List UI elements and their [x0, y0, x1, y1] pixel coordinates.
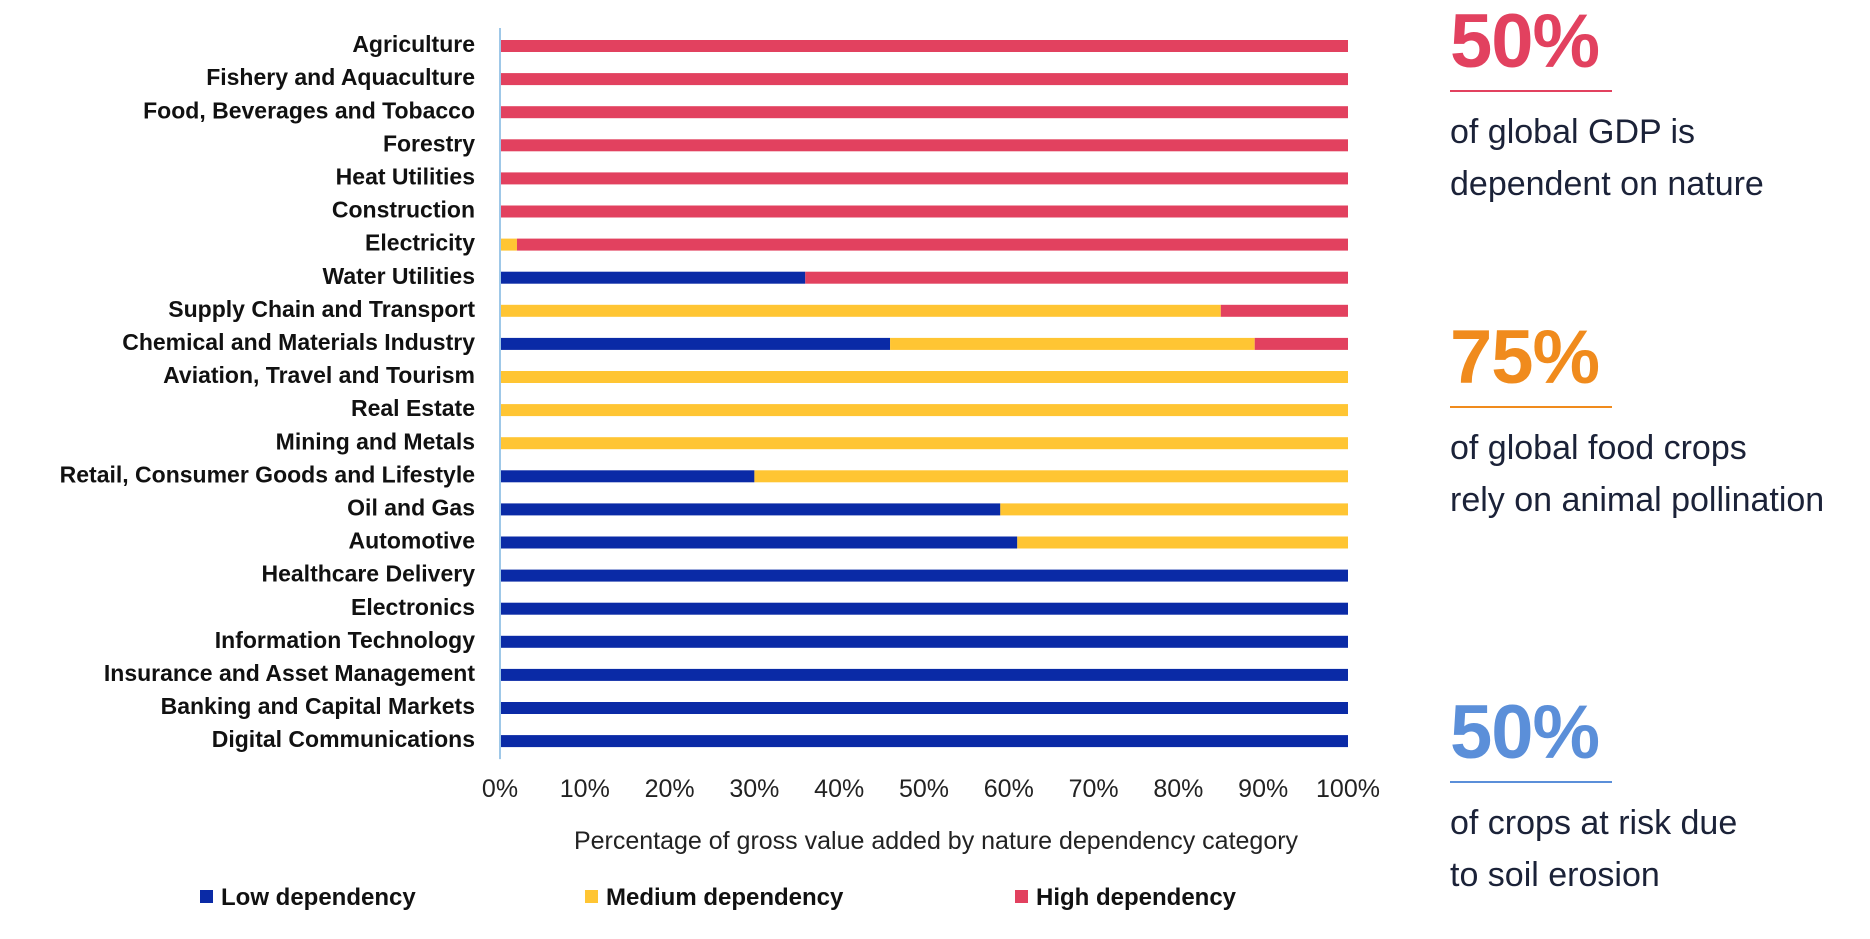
- bar-real-estate-medium-dependency: [500, 404, 1348, 417]
- bar-agriculture-high-dependency: [500, 40, 1348, 52]
- bar-oil-and-gas-medium-dependency: [1000, 503, 1348, 516]
- category-label-supply-chain-and-transport: Supply Chain and Transport: [168, 296, 475, 322]
- category-label-fishery-and-aquaculture: Fishery and Aquaculture: [206, 64, 475, 90]
- category-label-electronics: Electronics: [351, 594, 475, 620]
- stat-line: rely on animal pollination: [1450, 481, 1825, 519]
- bar-chemical-and-materials-industry-medium-dependency: [890, 337, 1255, 350]
- stat-line: of global food crops: [1450, 429, 1747, 467]
- stat-description: of global food crops rely on animal poll…: [1450, 422, 1870, 526]
- bar-retail-consumer-goods-and-lifestyle-low-dependency: [500, 470, 755, 483]
- x-axis-title: Percentage of gross value added by natur…: [574, 827, 1299, 855]
- stat-pollination: 75% of global food crops rely on animal …: [1450, 318, 1870, 526]
- legend-label-medium-dependency: Medium dependency: [606, 884, 844, 911]
- bar-forestry-high-dependency: [500, 139, 1348, 152]
- bar-heat-utilities-high-dependency: [500, 172, 1348, 185]
- bar-mining-and-metals-medium-dependency: [500, 437, 1348, 450]
- category-label-automotive: Automotive: [349, 528, 476, 554]
- category-label-agriculture: Agriculture: [352, 31, 475, 57]
- category-label-aviation-travel-and-tourism: Aviation, Travel and Tourism: [163, 362, 475, 388]
- legend-label-high-dependency: High dependency: [1036, 884, 1237, 911]
- x-tick-90-pct: 90%: [1238, 775, 1288, 803]
- stat-description: of global GDP is dependent on nature: [1450, 106, 1870, 210]
- x-tick-40-pct: 40%: [814, 775, 864, 803]
- bar-construction-high-dependency: [500, 205, 1348, 218]
- stat-gdp: 50% of global GDP is dependent on nature: [1450, 2, 1870, 210]
- legend-swatch-high-dependency: [1015, 890, 1028, 903]
- bars-layer: [500, 40, 1348, 748]
- stat-divider: [1450, 781, 1612, 783]
- bar-supply-chain-and-transport-medium-dependency: [500, 304, 1221, 317]
- stat-value: 50%: [1450, 0, 1600, 84]
- category-label-insurance-and-asset-management: Insurance and Asset Management: [104, 660, 475, 686]
- bar-chemical-and-materials-industry-low-dependency: [500, 337, 891, 350]
- x-tick-10-pct: 10%: [560, 775, 610, 803]
- category-label-healthcare-delivery: Healthcare Delivery: [261, 561, 475, 587]
- stat-soil-erosion: 50% of crops at risk due to soil erosion: [1450, 693, 1870, 901]
- category-label-banking-and-capital-markets: Banking and Capital Markets: [161, 693, 475, 719]
- bar-chemical-and-materials-industry-high-dependency: [1254, 337, 1348, 350]
- stat-description: of crops at risk due to soil erosion: [1450, 797, 1870, 901]
- x-tick-20-pct: 20%: [645, 775, 695, 803]
- legend: Low dependency Medium dependency High depe…: [200, 884, 1237, 911]
- category-label-digital-communications: Digital Communications: [212, 726, 475, 752]
- bar-fishery-and-aquaculture-high-dependency: [500, 73, 1348, 86]
- bar-automotive-medium-dependency: [1017, 536, 1348, 549]
- x-tick-50-pct: 50%: [899, 775, 949, 803]
- bar-insurance-and-asset-management-low-dependency: [500, 668, 1348, 681]
- legend-swatch-medium-dependency: [585, 890, 598, 903]
- bar-oil-and-gas-low-dependency: [500, 503, 1001, 516]
- category-label-construction: Construction: [332, 197, 475, 223]
- bar-automotive-low-dependency: [500, 536, 1018, 549]
- bar-digital-communications-low-dependency: [500, 735, 1348, 748]
- x-tick-0-pct: 0%: [482, 775, 518, 803]
- legend-label-low-dependency: Low dependency: [221, 884, 416, 911]
- category-label-information-technology: Information Technology: [215, 627, 475, 653]
- bar-banking-and-capital-markets-low-dependency: [500, 702, 1348, 714]
- bar-information-technology-low-dependency: [500, 635, 1348, 648]
- category-labels: Agriculture Fishery and Aquaculture Food, …: [60, 31, 476, 752]
- bar-supply-chain-and-transport-high-dependency: [1220, 304, 1348, 317]
- x-tick-labels: 0% 10% 20% 30% 40% 50% 60% 70% 80% 90% 100%: [482, 775, 1380, 803]
- category-label-chemical-and-materials-industry: Chemical and Materials Industry: [122, 329, 475, 355]
- bar-food-beverages-and-tobacco-high-dependency: [500, 106, 1348, 119]
- bar-water-utilities-high-dependency: [805, 271, 1348, 284]
- stat-value: 75%: [1450, 315, 1600, 400]
- bar-aviation-travel-and-tourism-medium-dependency: [500, 371, 1348, 383]
- x-tick-60-pct: 60%: [984, 775, 1034, 803]
- category-label-mining-and-metals: Mining and Metals: [276, 428, 475, 454]
- category-label-heat-utilities: Heat Utilities: [336, 163, 475, 189]
- category-label-retail-consumer-goods-and-lifestyle: Retail, Consumer Goods and Lifestyle: [60, 461, 475, 487]
- bar-healthcare-delivery-low-dependency: [500, 569, 1348, 582]
- bar-retail-consumer-goods-and-lifestyle-medium-dependency: [754, 470, 1348, 483]
- bar-water-utilities-low-dependency: [500, 271, 806, 284]
- category-label-food-beverages-and-tobacco: Food, Beverages and Tobacco: [143, 97, 475, 123]
- stat-line: to soil erosion: [1450, 856, 1660, 894]
- category-label-oil-and-gas: Oil and Gas: [347, 494, 475, 520]
- stat-line: of crops at risk due: [1450, 804, 1738, 842]
- category-label-real-estate: Real Estate: [351, 395, 475, 421]
- category-label-water-utilities: Water Utilities: [322, 263, 475, 289]
- stat-divider: [1450, 406, 1612, 408]
- bar-electronics-low-dependency: [500, 602, 1348, 615]
- x-tick-70-pct: 70%: [1069, 775, 1119, 803]
- x-tick-100-pct: 100%: [1316, 775, 1380, 803]
- legend-swatch-low-dependency: [200, 890, 213, 903]
- stat-line: of global GDP is: [1450, 113, 1696, 151]
- stat-line: dependent on nature: [1450, 165, 1764, 203]
- stats-panel: 50% of global GDP is dependent on nature…: [1450, 0, 1870, 939]
- bar-electricity-medium-dependency: [500, 238, 517, 251]
- bar-electricity-high-dependency: [516, 238, 1348, 251]
- stacked-bar-chart: Agriculture Fishery and Aquaculture Food, …: [60, 28, 1380, 911]
- category-label-forestry: Forestry: [383, 130, 475, 156]
- x-tick-30-pct: 30%: [729, 775, 779, 803]
- stat-value: 50%: [1450, 690, 1600, 775]
- x-tick-80-pct: 80%: [1153, 775, 1203, 803]
- category-label-electricity: Electricity: [365, 230, 475, 256]
- stat-divider: [1450, 90, 1612, 92]
